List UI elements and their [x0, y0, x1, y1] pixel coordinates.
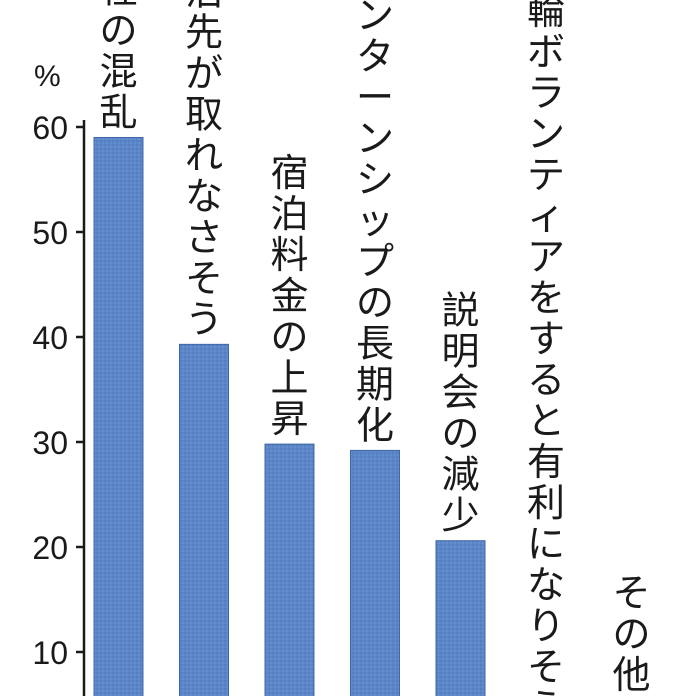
category-label: インターンシップの長期化: [356, 0, 394, 447]
y-tick-label: 20: [32, 530, 68, 566]
bar: [264, 443, 315, 696]
category-label: その他: [612, 571, 650, 696]
y-axis-unit-label: %: [34, 60, 61, 93]
y-tick-label: 30: [32, 425, 68, 461]
y-tick-label: 40: [32, 320, 68, 356]
bar: [179, 343, 229, 696]
bar: [435, 540, 486, 696]
bar: [93, 137, 144, 696]
bar: [350, 449, 400, 696]
y-tick-label: 60: [32, 110, 68, 146]
category-label: 説明会の減少: [441, 289, 479, 538]
category-label: 宿泊料金の上昇: [270, 151, 308, 441]
category-label: 五輪ボランティアをすると有利になりそう: [527, 0, 565, 696]
y-tick-label: 10: [32, 635, 68, 671]
category-label: 日程の混乱: [99, 0, 137, 135]
y-tick-label: 50: [32, 215, 68, 251]
category-label: 宿泊先が取れなさそう: [185, 0, 223, 341]
